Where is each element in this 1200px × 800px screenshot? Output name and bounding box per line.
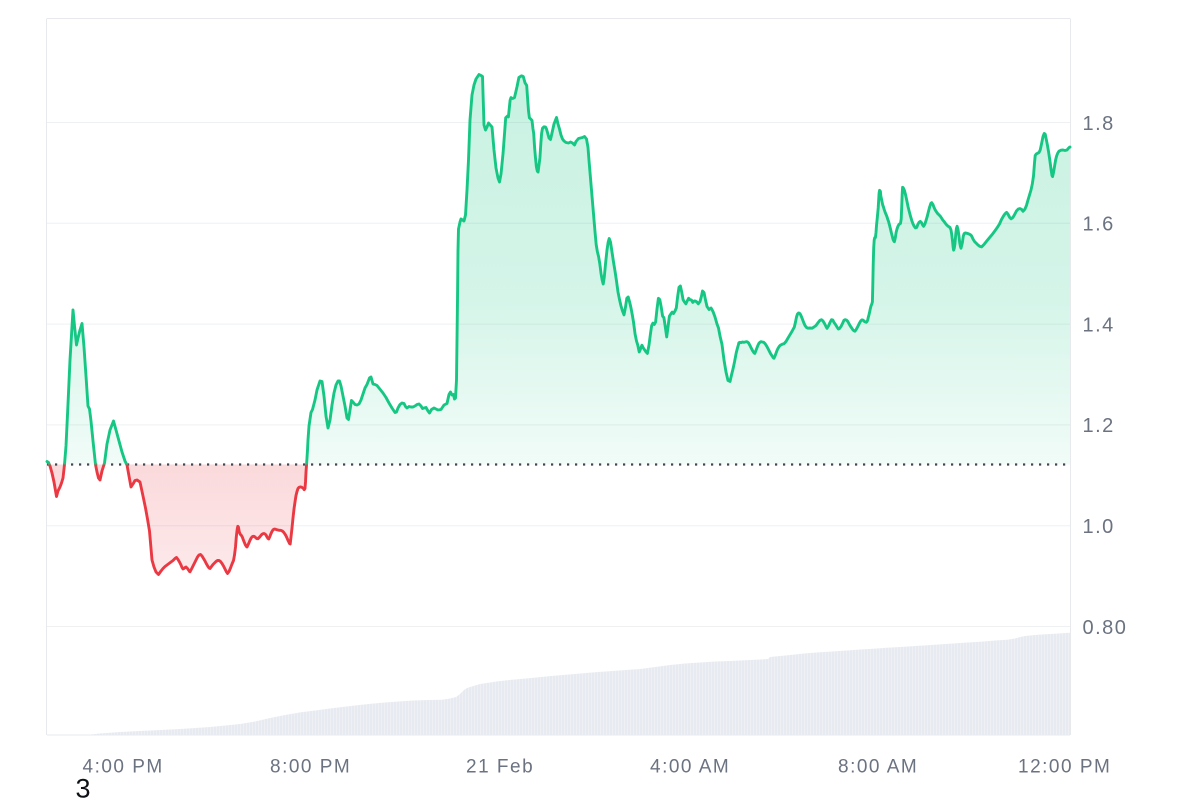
- svg-text:1.2: 1.2: [1083, 415, 1115, 437]
- svg-text:1.4: 1.4: [1083, 314, 1115, 336]
- svg-text:4:00 AM: 4:00 AM: [650, 757, 730, 778]
- svg-text:4:00 PM: 4:00 PM: [83, 757, 164, 778]
- svg-text:1.0: 1.0: [1083, 516, 1115, 538]
- svg-text:8:00 AM: 8:00 AM: [838, 757, 918, 778]
- svg-text:1.6: 1.6: [1083, 214, 1115, 236]
- svg-text:0.80: 0.80: [1083, 617, 1128, 639]
- svg-text:8:00 PM: 8:00 PM: [270, 757, 351, 778]
- svg-text:3: 3: [76, 774, 91, 800]
- svg-text:12:00 PM: 12:00 PM: [1018, 757, 1111, 778]
- svg-text:21 Feb: 21 Feb: [466, 757, 534, 778]
- svg-text:1.8: 1.8: [1083, 113, 1115, 135]
